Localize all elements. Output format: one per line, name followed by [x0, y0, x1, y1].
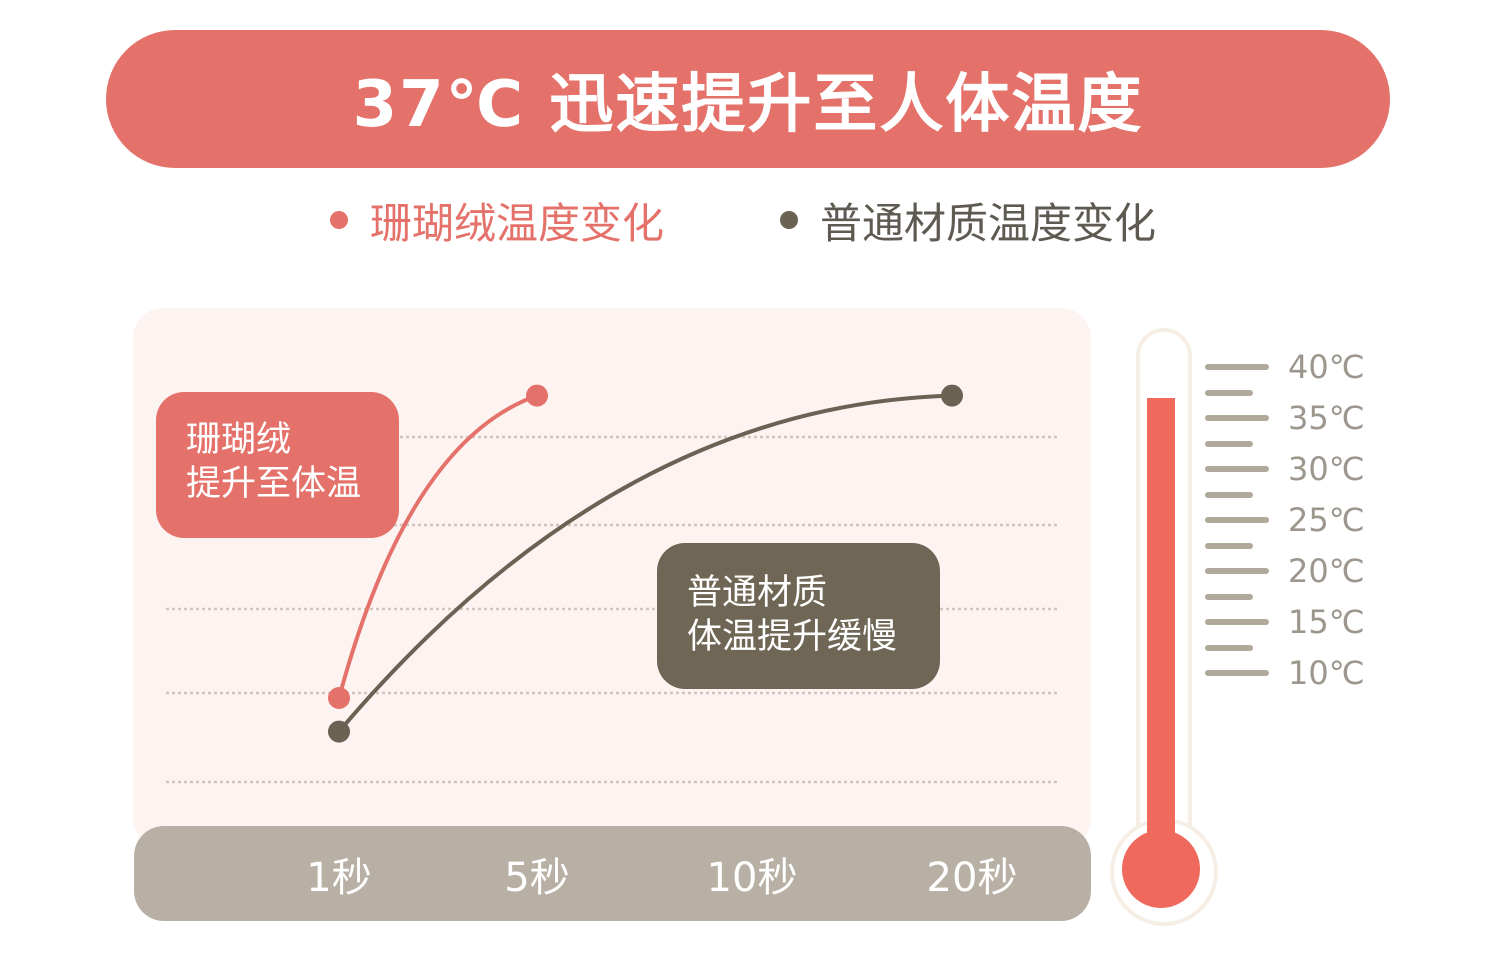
scale-minor-tick — [1205, 593, 1253, 600]
series-line — [337, 393, 538, 699]
scale-major-tick — [1205, 568, 1269, 574]
x-tick-label: 1秒 — [306, 855, 372, 901]
thermometer-mercury — [1147, 397, 1175, 850]
callout-coral-fleece: 珊瑚绒 提升至体温 — [156, 392, 399, 538]
scale-label: 20℃ — [1288, 552, 1365, 590]
scale-label: 15℃ — [1288, 603, 1365, 641]
callout-line: 体温提升缓慢 — [687, 617, 898, 657]
scale-label: 40℃ — [1288, 348, 1365, 386]
scale-minor-tick — [1205, 389, 1253, 396]
legend-label-ordinary-material: 普通材质温度变化 — [820, 198, 1157, 248]
scale-major-tick — [1205, 415, 1269, 421]
scale-major-tick — [1205, 670, 1269, 676]
scale-label: 30℃ — [1288, 450, 1365, 488]
series-line — [337, 393, 953, 733]
x-tick-label: 20秒 — [926, 855, 1018, 901]
legend: 珊瑚绒温度变化 普通材质温度变化 — [0, 190, 1500, 250]
legend-label-coral-fleece: 珊瑚绒温度变化 — [370, 198, 665, 248]
x-axis-bar — [134, 826, 1091, 921]
x-tick-label: 5秒 — [504, 855, 570, 901]
callout-line: 珊瑚绒 — [186, 420, 292, 460]
x-tick-label: 10秒 — [706, 855, 798, 901]
callout-line: 普通材质 — [687, 573, 828, 613]
scale-minor-tick — [1205, 440, 1253, 447]
legend-dot-icon — [330, 211, 348, 229]
callout-line: 提升至体温 — [186, 464, 362, 504]
scale-label: 35℃ — [1288, 399, 1365, 437]
scale-label: 25℃ — [1288, 501, 1365, 539]
legend-item-ordinary-material: 普通材质温度变化 — [780, 190, 1156, 250]
scale-label: 10℃ — [1288, 654, 1365, 692]
callout-ordinary-material: 普通材质 体温提升缓慢 — [657, 543, 940, 689]
data-point — [328, 687, 350, 709]
thermometer-bulb — [1122, 830, 1200, 908]
chart-title: 37℃ 迅速提升至人体温度 — [352, 68, 1144, 142]
data-point — [941, 384, 963, 407]
scale-major-tick — [1205, 364, 1269, 370]
scale-major-tick — [1205, 466, 1269, 472]
data-point — [328, 720, 350, 743]
data-point — [526, 384, 548, 407]
scale-major-tick — [1205, 517, 1269, 523]
scale-minor-tick — [1205, 491, 1253, 498]
title-banner: 37℃ 迅速提升至人体温度 — [106, 30, 1390, 168]
scale-minor-tick — [1205, 542, 1253, 549]
legend-item-coral-fleece: 珊瑚绒温度变化 — [330, 190, 664, 250]
scale-minor-tick — [1205, 644, 1253, 651]
legend-dot-icon — [780, 211, 798, 229]
scale-major-tick — [1205, 619, 1269, 625]
